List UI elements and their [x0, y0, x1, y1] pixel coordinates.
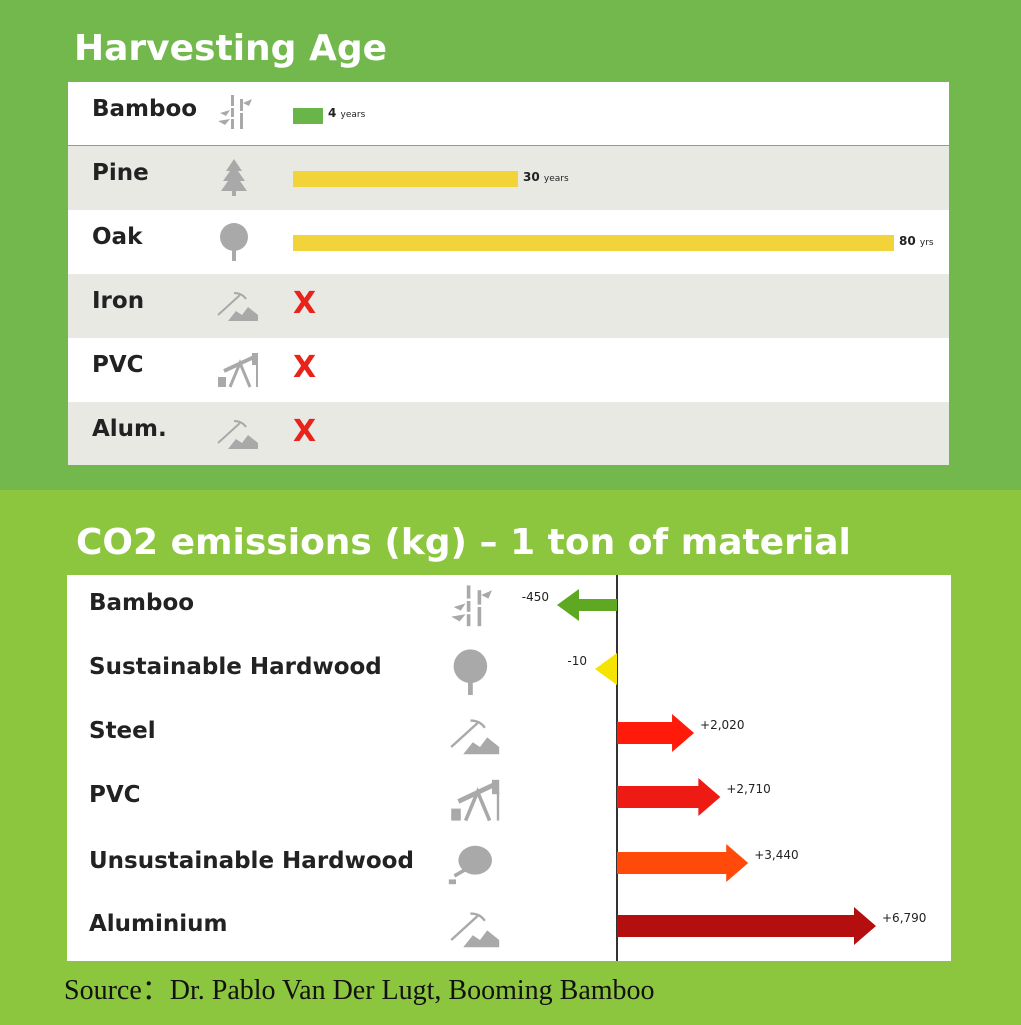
harvest-row-pine: Pine 30 years: [68, 146, 949, 210]
oak-tree-icon: [214, 220, 260, 266]
co2-arrow: [617, 844, 749, 882]
harvest-row-bamboo: Bamboo 4 years: [68, 82, 949, 145]
co2-category-label: Steel: [89, 718, 156, 744]
harvest-bar: [293, 171, 518, 187]
co2-emissions-table: Bamboo Sustainable Hardwood Steel PVC Uns…: [67, 575, 951, 961]
not-applicable-mark: X: [293, 286, 317, 321]
harvest-value-label: 4 years: [328, 106, 366, 120]
fallen-tree-icon: [441, 841, 507, 893]
harvest-row-pvc: PVC X: [68, 338, 949, 402]
co2-value-label: -10: [567, 654, 587, 668]
zero-axis-line: [616, 575, 618, 961]
harvest-category-label: Alum.: [92, 416, 167, 442]
co2-arrow: [617, 714, 695, 752]
harvesting-age-title: Harvesting Age: [74, 28, 388, 69]
oil-pump-icon: [441, 775, 507, 827]
co2-emissions-title: CO2 emissions (kg) – 1 ton of material: [76, 522, 851, 563]
co2-arrow: [595, 653, 617, 685]
harvest-bar: [293, 235, 894, 251]
co2-category-label: Unsustainable Hardwood: [89, 848, 414, 874]
harvest-row-iron: Iron X: [68, 274, 949, 338]
bamboo-icon: [441, 583, 507, 635]
co2-value-label: -450: [522, 590, 549, 604]
mining-icon: [441, 904, 507, 956]
harvest-category-label: Bamboo: [92, 96, 198, 122]
mining-icon: [441, 711, 507, 763]
mining-icon: [214, 412, 260, 458]
co2-arrow: [617, 778, 721, 816]
co2-arrow: [557, 589, 617, 621]
harvest-bar: [293, 108, 323, 124]
source-caption: Source：Dr. Pablo Van Der Lugt, Booming B…: [64, 975, 655, 1006]
harvest-category-label: Oak: [92, 224, 143, 250]
harvest-value-label: 30 years: [523, 170, 569, 184]
harvest-row-oak: Oak 80 yrs: [68, 210, 949, 274]
harvest-row-alum: Alum. X: [68, 402, 949, 465]
mining-icon: [214, 284, 260, 330]
harvest-category-label: Iron: [92, 288, 145, 314]
harvest-category-label: Pine: [92, 160, 149, 186]
bamboo-icon: [214, 92, 260, 138]
co2-category-label: PVC: [89, 782, 141, 808]
co2-category-label: Sustainable Hardwood: [89, 654, 382, 680]
pine-tree-icon: [214, 156, 260, 202]
not-applicable-mark: X: [293, 414, 317, 449]
co2-category-label: Bamboo: [89, 590, 195, 616]
co2-value-label: +2,020: [700, 718, 744, 732]
oil-pump-icon: [214, 348, 260, 394]
co2-value-label: +3,440: [754, 848, 798, 862]
co2-category-label: Aluminium: [89, 911, 228, 937]
round-tree-icon: [441, 647, 507, 699]
harvesting-age-table: Bamboo 4 years Pine 30 years Oak 80 yrs Iron …: [68, 82, 949, 465]
harvest-value-label: 80 yrs: [899, 234, 934, 248]
co2-value-label: +2,710: [726, 782, 770, 796]
co2-arrow: [617, 907, 876, 945]
harvest-category-label: PVC: [92, 352, 144, 378]
co2-value-label: +6,790: [882, 911, 926, 925]
not-applicable-mark: X: [293, 350, 317, 385]
